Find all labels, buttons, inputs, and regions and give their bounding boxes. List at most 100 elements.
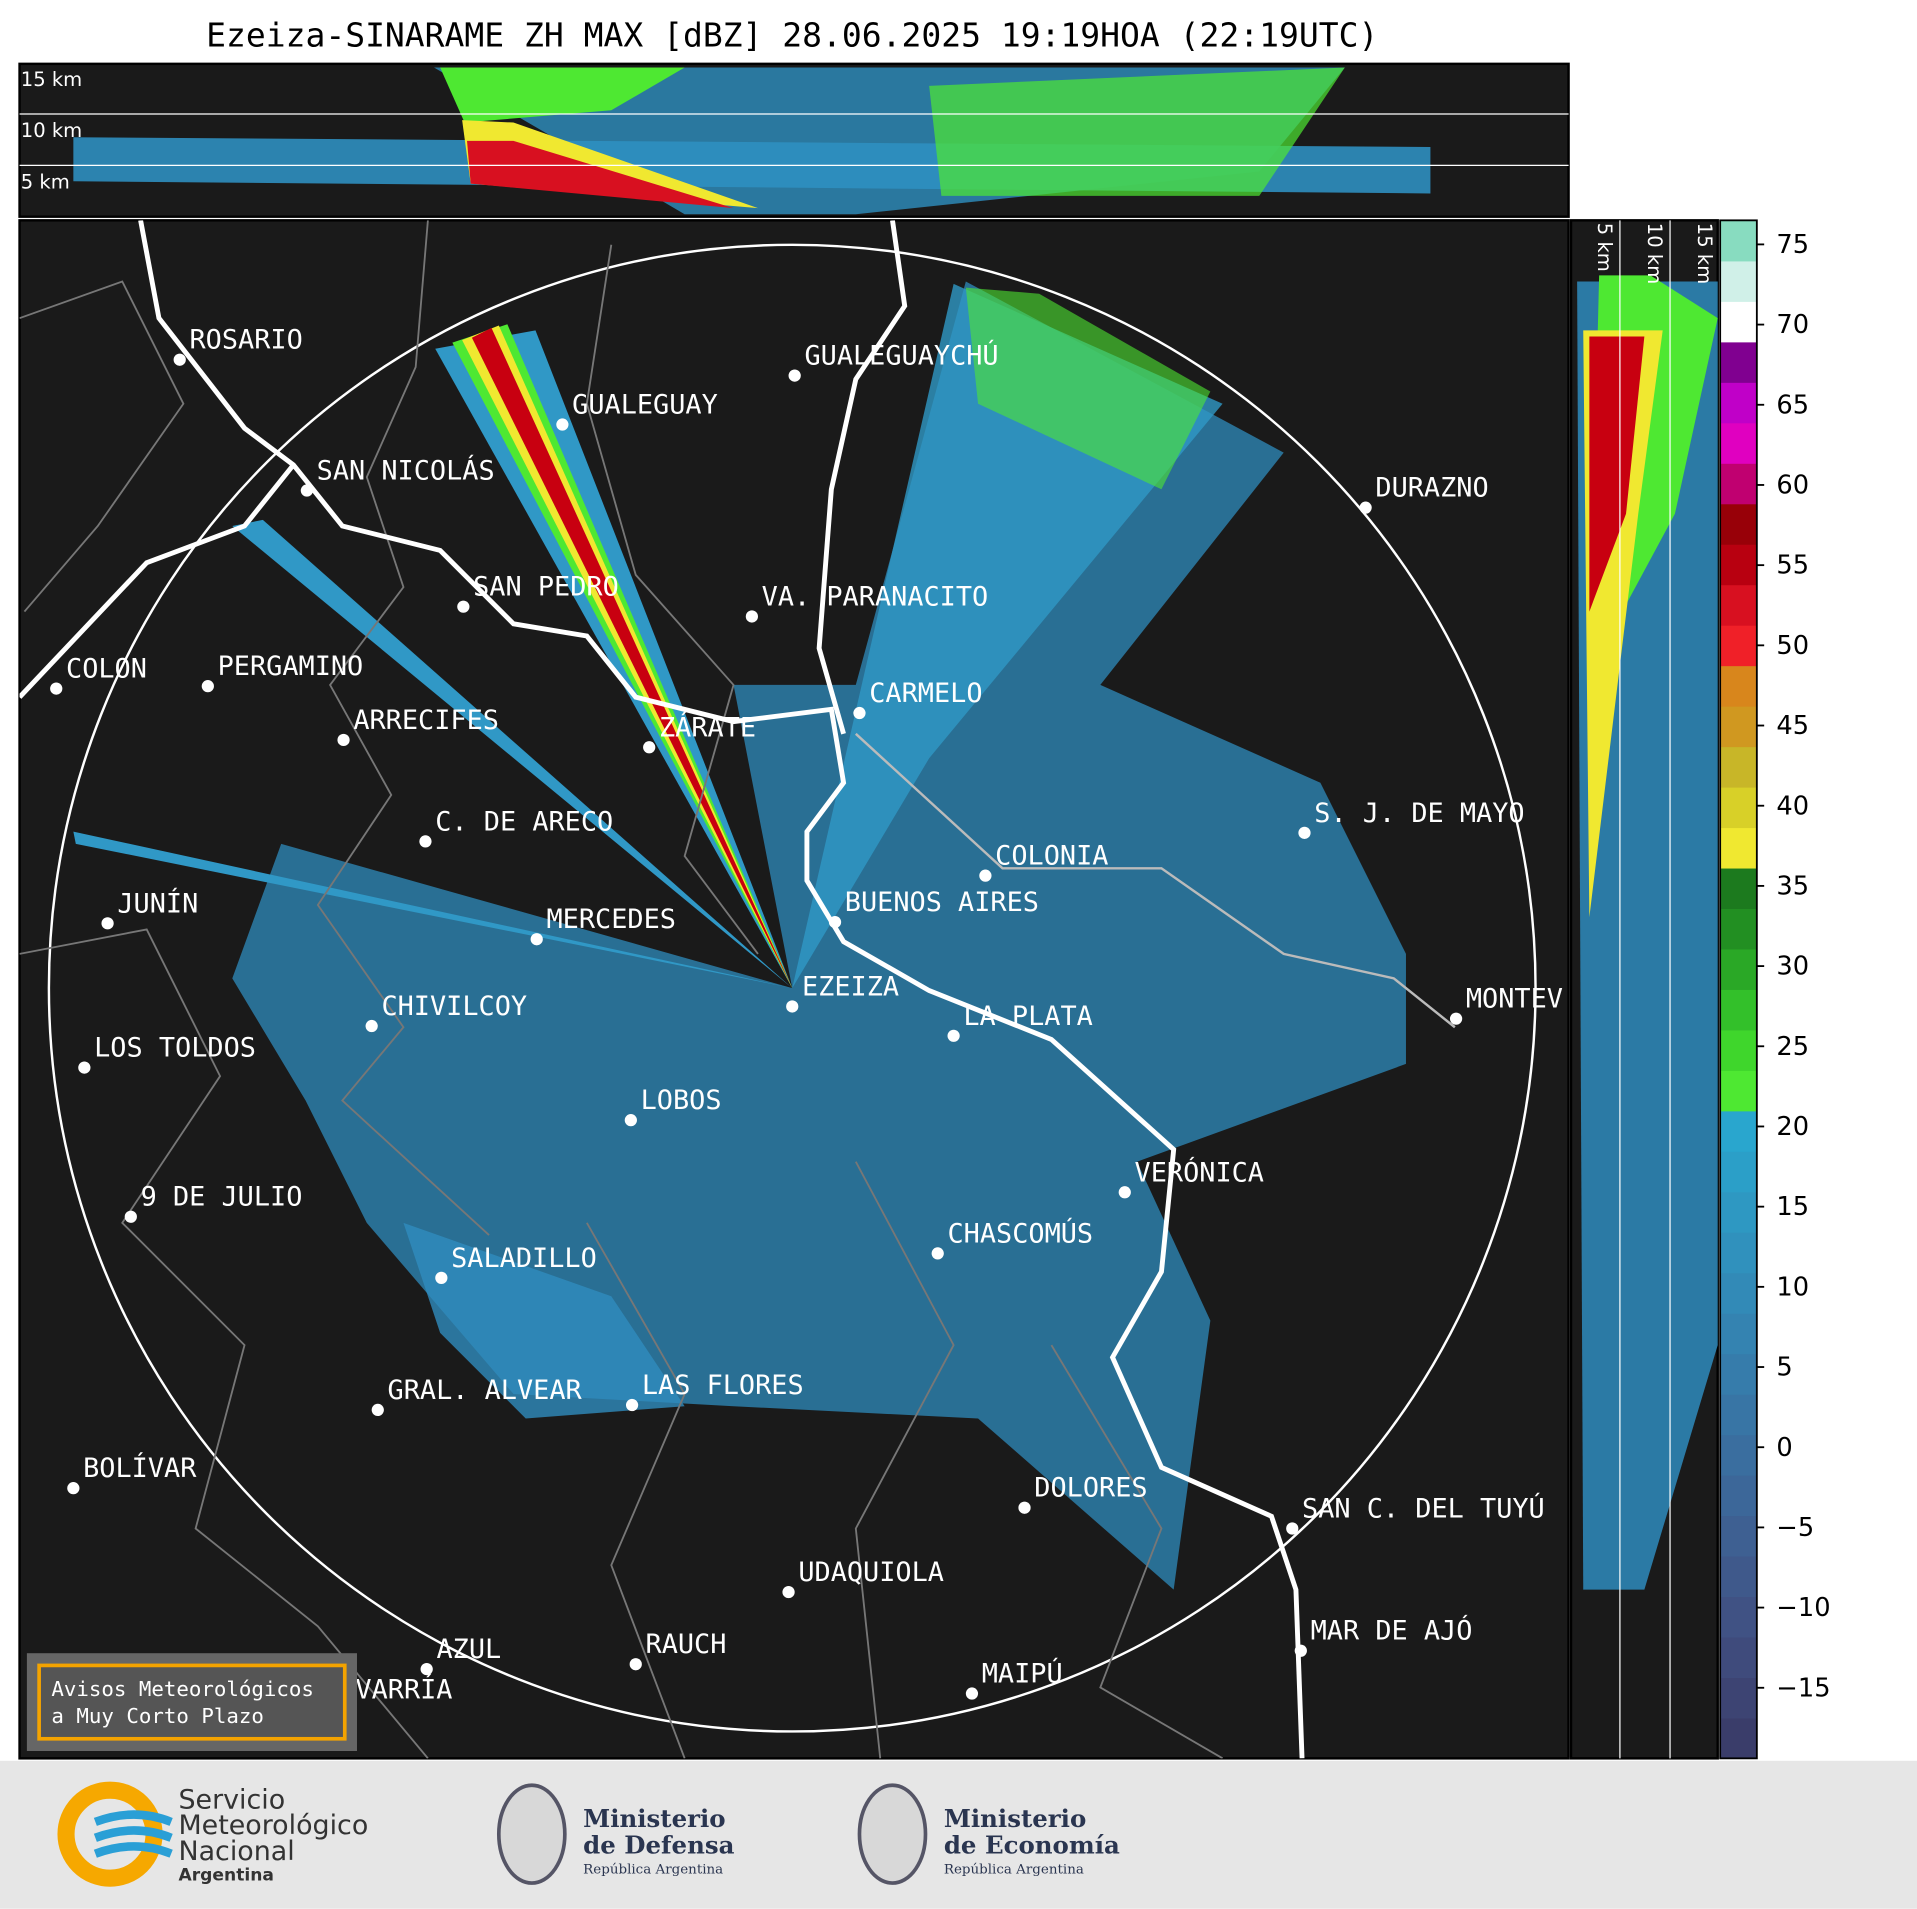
logo-text: República Argentina bbox=[944, 1862, 1084, 1877]
city-dot bbox=[624, 1114, 637, 1127]
logo-text: Meteorológico bbox=[178, 1810, 368, 1841]
logo-text: Argentina bbox=[178, 1866, 273, 1886]
city-label: UDAQUIOLA bbox=[798, 1557, 944, 1588]
altitude-label: 15 km bbox=[1693, 223, 1716, 284]
city-dot bbox=[101, 917, 114, 930]
colorbar-tick-label: 55 bbox=[1776, 551, 1809, 581]
colorbar-band bbox=[1720, 1110, 1757, 1152]
city-label: MAR DE AJÓ bbox=[1311, 1615, 1473, 1647]
colorbar-band bbox=[1720, 422, 1757, 464]
colorbar-band bbox=[1720, 625, 1757, 667]
city-label: CHIVILCOY bbox=[381, 991, 527, 1022]
colorbar-tick-label: 50 bbox=[1776, 631, 1809, 661]
colorbar-tick-label: 30 bbox=[1776, 952, 1809, 982]
colorbar-tick-label: 25 bbox=[1776, 1032, 1809, 1062]
city-label: DURAZNO bbox=[1375, 473, 1488, 504]
city-label: AZUL bbox=[436, 1634, 501, 1665]
city-dot bbox=[1286, 1522, 1299, 1535]
colorbar-band bbox=[1720, 1232, 1757, 1274]
colorbar-tick-label: 5 bbox=[1776, 1353, 1792, 1383]
city-label: ZÁRATE bbox=[659, 711, 756, 743]
city-label: CARMELO bbox=[869, 678, 982, 709]
city-label: COLON bbox=[66, 654, 147, 685]
colorbar-band bbox=[1720, 341, 1757, 383]
city-dot bbox=[124, 1210, 137, 1223]
colorbar-tick-label: 75 bbox=[1776, 230, 1809, 260]
echo bbox=[1589, 336, 1645, 612]
colorbar-band bbox=[1720, 1636, 1757, 1679]
city-dot bbox=[1294, 1644, 1307, 1657]
city-label: SAN C. DEL TUYÚ bbox=[1302, 1492, 1545, 1524]
city-label: ROSARIO bbox=[189, 325, 302, 356]
city-label: SAN PEDRO bbox=[473, 572, 619, 603]
city-dot bbox=[1298, 826, 1311, 839]
echo bbox=[435, 330, 793, 989]
city-label: LA PLATA bbox=[963, 1001, 1092, 1032]
city-dot bbox=[78, 1061, 91, 1074]
city-label: LAS FLORES bbox=[642, 1370, 804, 1401]
colorbar-band bbox=[1720, 1353, 1757, 1395]
logo-text: Nacional bbox=[178, 1836, 294, 1867]
colorbar-band bbox=[1720, 1070, 1757, 1112]
city-label: MONTEV bbox=[1466, 984, 1563, 1015]
echo bbox=[232, 519, 793, 989]
city-label: PERGAMINO bbox=[218, 651, 364, 682]
warning-text[interactable]: Avisos Meteorológicos bbox=[51, 1677, 314, 1701]
city-dot bbox=[1449, 1012, 1463, 1025]
colorbar-tick-label: 10 bbox=[1776, 1272, 1809, 1302]
city-label: CHASCOMÚS bbox=[947, 1217, 1093, 1249]
city-dot bbox=[371, 1403, 384, 1417]
city-dot bbox=[50, 682, 63, 695]
colorbar-band bbox=[1720, 544, 1757, 586]
city-label: SAN NICOLÁS bbox=[317, 455, 495, 487]
colorbar-band bbox=[1720, 989, 1757, 1031]
city-label: COLONIA bbox=[995, 841, 1108, 872]
logo-shield bbox=[857, 1783, 928, 1885]
colorbar-band bbox=[1720, 220, 1757, 262]
colorbar-band bbox=[1720, 948, 1757, 990]
city-label: RAUCH bbox=[646, 1629, 727, 1660]
colorbar-band bbox=[1720, 1394, 1757, 1436]
logo-text: Ministerio bbox=[944, 1804, 1086, 1833]
city-label: MERCEDES bbox=[546, 904, 675, 935]
city-label: BUENOS AIRES bbox=[845, 887, 1039, 918]
colorbar-tick-label: 0 bbox=[1776, 1433, 1792, 1463]
altitude-label: 10 km bbox=[21, 119, 82, 142]
city-label: SALADILLO bbox=[451, 1243, 597, 1274]
colorbar: −15 −10 −5 0 5 10 15 20 25 30 35 40 45 50 55 60 65 70 75 bbox=[1719, 219, 1831, 1760]
colorbar-band bbox=[1720, 1596, 1757, 1638]
city-label: VERÓNICA bbox=[1135, 1156, 1264, 1188]
city-dot bbox=[1118, 1186, 1131, 1199]
colorbar-band bbox=[1720, 1717, 1757, 1759]
colorbar-tick-label: −10 bbox=[1776, 1593, 1830, 1623]
logo-shield bbox=[496, 1783, 567, 1885]
colorbar-tick-label: 65 bbox=[1776, 390, 1809, 420]
city-dot bbox=[556, 418, 569, 431]
colorbar-band bbox=[1720, 1191, 1757, 1233]
echo bbox=[929, 67, 1345, 196]
city-label: JUNÍN bbox=[117, 887, 198, 919]
city-dot bbox=[365, 1019, 378, 1033]
city-dot bbox=[788, 369, 801, 382]
echo bbox=[440, 67, 685, 123]
warning-box: Avisos Meteorológicos a Muy Corto Plazo bbox=[26, 1653, 357, 1752]
city-dot bbox=[947, 1029, 960, 1042]
city-dot bbox=[300, 484, 313, 497]
warning-text[interactable]: a Muy Corto Plazo bbox=[51, 1704, 264, 1728]
logo-text: República Argentina bbox=[583, 1862, 723, 1877]
colorbar-frame bbox=[1719, 219, 1758, 1760]
colorbar-band bbox=[1720, 260, 1757, 302]
colorbar-band bbox=[1720, 1151, 1757, 1193]
side-section: 5 km 10 km 15 km bbox=[1569, 219, 1719, 1760]
city-dot bbox=[782, 1585, 795, 1599]
borders bbox=[19, 220, 1224, 1759]
colorbar-tick-label: 40 bbox=[1776, 791, 1809, 821]
echo bbox=[965, 287, 1211, 490]
city-dot bbox=[1359, 501, 1372, 514]
colorbar-band bbox=[1720, 867, 1757, 910]
city-dot bbox=[337, 733, 350, 747]
colorbar-band bbox=[1720, 1313, 1757, 1355]
city-label: LOBOS bbox=[641, 1085, 722, 1116]
colorbar-band bbox=[1720, 706, 1757, 748]
altitude-label: 5 km bbox=[21, 171, 70, 194]
